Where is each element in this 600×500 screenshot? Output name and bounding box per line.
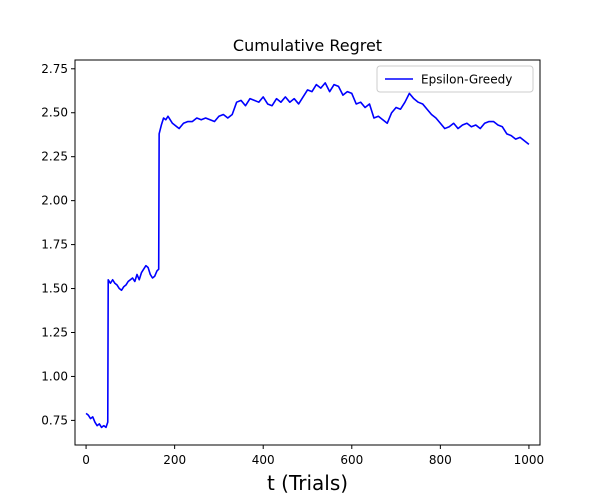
x-tick-label: 200 [163,453,186,467]
y-tick-label: 2.00 [41,194,68,208]
x-tick-label: 600 [340,453,363,467]
y-tick-label: 2.25 [41,150,68,164]
data-layer [85,82,530,429]
y-axis: 0.75 1.00 1.25 1.50 1.75 2.00 2.25 2.50 2.75 [41,62,75,427]
x-tick-label: 0 [82,453,90,467]
y-tick-label: 0.75 [41,413,68,427]
y-tick-label: 1.75 [41,238,68,252]
x-axis-label: t (Trials) [267,471,348,495]
plot-frame [74,59,541,446]
x-axis: 0 200 400 600 800 1000 [82,445,544,467]
plot-background [75,60,540,445]
y-tick-label: 1.50 [41,282,68,296]
legend-label-epsilon-greedy: Epsilon-Greedy [421,73,512,87]
plot-area [75,60,540,445]
chart-title: Cumulative Regret [233,36,382,55]
series-line-epsilon-greedy [85,82,530,429]
legend: Epsilon-Greedy [376,65,534,93]
y-tick-label: 2.75 [41,62,68,76]
y-tick-label: 2.50 [41,106,68,120]
x-tick-label: 800 [429,453,452,467]
x-tick-label: 1000 [514,453,545,467]
legend-box [376,65,534,93]
y-tick-label: 1.00 [41,369,68,383]
y-tick-label: 1.25 [41,325,68,339]
x-tick-label: 400 [252,453,275,467]
